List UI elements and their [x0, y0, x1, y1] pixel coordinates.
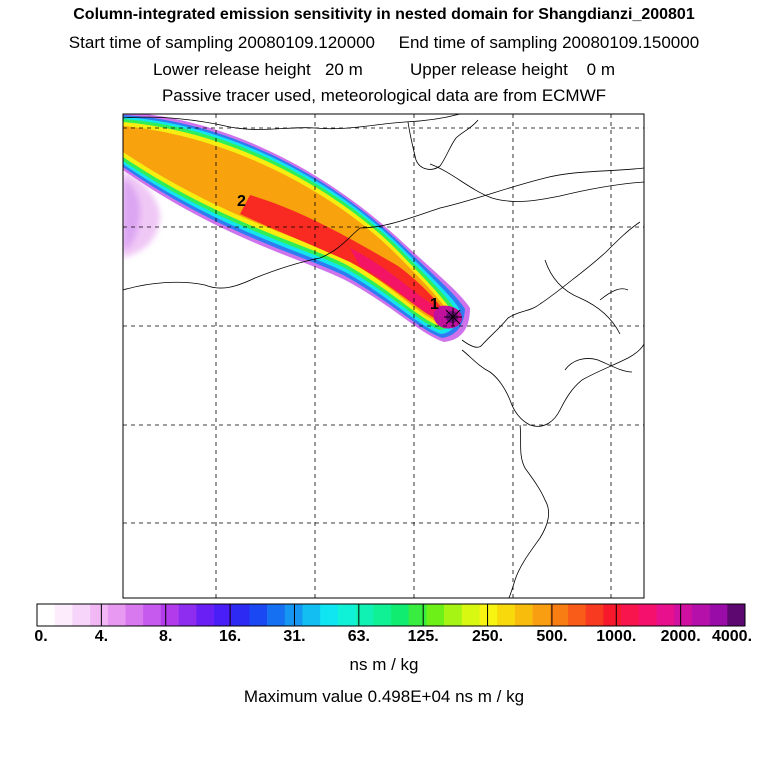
legend-swatch [249, 604, 268, 626]
legend-swatch [355, 604, 374, 626]
legend-tick-label: 63. [347, 628, 370, 645]
legend-swatch [37, 604, 55, 626]
plume-band-pink [350, 248, 445, 317]
map-frame [122, 113, 645, 599]
legend-swatch [320, 604, 339, 626]
legend-tick-label: 2000. [660, 628, 701, 645]
legend-swatch [709, 604, 728, 626]
sampling-times: Start time of sampling 20080109.120000 E… [68, 33, 700, 52]
legend-tick-label: 16. [218, 628, 242, 645]
border-river [123, 167, 644, 291]
legend-swatch [621, 604, 640, 626]
legend-units: ns m / kg [349, 655, 419, 674]
legend-tick-label: 125. [407, 628, 439, 645]
legend-tick-label: 1000. [596, 628, 637, 645]
legend-swatch [302, 604, 321, 626]
coast-east [461, 221, 641, 348]
coast-islands [564, 288, 633, 373]
plume-west-mid [123, 178, 141, 252]
legend-swatch [497, 604, 516, 626]
legend-swatch [408, 604, 427, 626]
legend-swatch [214, 604, 232, 626]
legend-swatch [550, 604, 569, 626]
legend-swatch [267, 604, 286, 626]
legend-swatch [656, 604, 675, 626]
legend-swatch [638, 604, 657, 626]
tracer-note: Passive tracer used, meteorological data… [161, 86, 607, 105]
legend-swatch [444, 604, 463, 626]
legend-swatch [337, 604, 356, 626]
legend-swatch [391, 604, 409, 626]
graticule [123, 114, 644, 598]
legend-swatch [585, 604, 604, 626]
coast-lower [508, 424, 550, 598]
plot-title: Column-integrated emission sensitivity i… [73, 6, 695, 23]
legend-swatch [479, 604, 498, 626]
legend-swatch [231, 604, 250, 626]
legend-tick-label: 31. [283, 628, 306, 645]
legend-swatch [691, 604, 710, 626]
legend-swatch [125, 604, 144, 626]
legend-swatch [284, 604, 303, 626]
legend-swatch [107, 604, 126, 626]
marker-label-2: 2 [237, 193, 246, 210]
coastlines [123, 114, 644, 598]
legend-swatch [196, 604, 215, 626]
legend-swatch [674, 604, 693, 626]
legend-swatch [603, 604, 622, 626]
legend-frame [36, 603, 746, 627]
station-star-icon [444, 308, 462, 326]
legend-tick-label: 0. [34, 628, 48, 645]
marker-label-1: 1 [430, 296, 439, 313]
legend-swatch [568, 604, 586, 626]
legend-swatch [178, 604, 197, 626]
legend-swatch [461, 604, 480, 626]
release-heights: Lower release height 20 m Upper release … [152, 60, 616, 79]
legend-swatch [143, 604, 162, 626]
max-value: Maximum value 0.498E+04 ns m / kg [243, 687, 525, 706]
plume-layer [123, 114, 470, 342]
legend-swatch [727, 604, 746, 626]
coastline-north [123, 114, 461, 130]
legend-swatch [514, 604, 533, 626]
legend-tick-label: 500. [536, 628, 568, 645]
legend-swatch [72, 604, 91, 626]
legend-swatch [160, 604, 179, 626]
coast-gulf [544, 259, 621, 335]
legend-tick-label: 250. [471, 628, 504, 645]
coastline-peninsula [407, 119, 479, 170]
legend-swatch [90, 604, 109, 626]
legend-swatch [54, 604, 73, 626]
legend-tick-label: 8. [159, 628, 173, 645]
coast-northeast [429, 163, 644, 202]
coast-bay [461, 343, 644, 427]
legend-tick-label: 4. [94, 628, 109, 645]
legend-swatch [426, 604, 445, 626]
legend-tick-label: 4000. [711, 628, 753, 645]
legend-swatch [532, 604, 551, 626]
legend-swatch [373, 604, 392, 626]
